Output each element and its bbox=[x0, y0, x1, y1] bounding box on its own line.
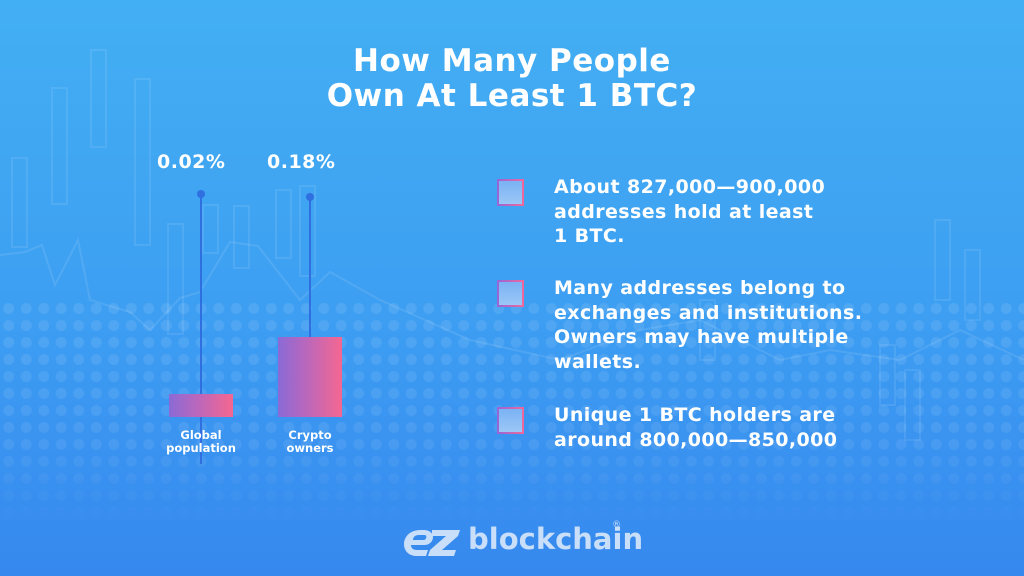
page-title: How Many People Own At Least 1 BTC? bbox=[0, 44, 1024, 114]
category-label-line: owners bbox=[286, 441, 334, 455]
fact-text: Unique 1 BTC holders are around 800,000—… bbox=[554, 404, 838, 451]
checkbox-square-icon bbox=[497, 407, 524, 434]
bar-chart: 0.02% 0.18% Global population Crypto own… bbox=[140, 140, 380, 470]
fact-item: About 827,000—900,000 addresses hold at … bbox=[497, 175, 977, 255]
registered-mark: ® bbox=[612, 520, 621, 530]
category-label-line: population bbox=[166, 441, 236, 455]
global-stem bbox=[200, 194, 202, 464]
fact-text: About 827,000—900,000 addresses hold at … bbox=[554, 176, 826, 247]
checkbox-square-icon bbox=[497, 280, 524, 307]
title-line-2: Own At Least 1 BTC? bbox=[326, 78, 698, 114]
category-label-line: Crypto bbox=[288, 428, 332, 442]
ez-logo-icon bbox=[404, 530, 460, 556]
category-label-line: Global bbox=[180, 428, 222, 442]
brand-logo: blockchain ® bbox=[402, 520, 644, 562]
bar-crypto-owners bbox=[278, 337, 342, 417]
brand-name: blockchain bbox=[468, 522, 644, 556]
category-label-crypto-owners: Crypto owners bbox=[255, 429, 365, 455]
crypto-stem bbox=[309, 197, 311, 337]
category-label-global-population: Global population bbox=[146, 429, 256, 455]
crypto-percentage-label: 0.18% bbox=[267, 151, 336, 173]
bar-global-population bbox=[169, 394, 233, 417]
fact-text: Many addresses belong to exchanges and i… bbox=[554, 277, 863, 373]
fact-item: Many addresses belong to exchanges and i… bbox=[497, 276, 977, 376]
checkbox-square-icon bbox=[497, 179, 524, 206]
global-percentage-label: 0.02% bbox=[157, 151, 226, 173]
title-line-1: How Many People bbox=[353, 43, 671, 79]
fact-item: Unique 1 BTC holders are around 800,000—… bbox=[497, 403, 977, 463]
